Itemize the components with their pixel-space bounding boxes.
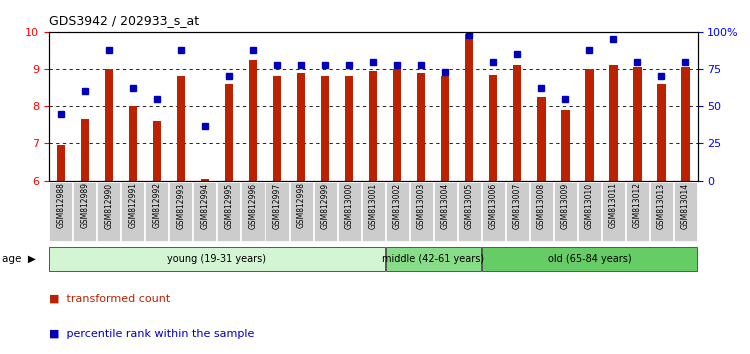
Bar [314, 182, 337, 241]
Text: GSM813005: GSM813005 [465, 182, 474, 229]
Bar [98, 182, 120, 241]
Bar [153, 121, 161, 181]
Text: GSM812989: GSM812989 [80, 182, 89, 228]
Text: GSM813011: GSM813011 [609, 182, 618, 228]
Text: young (19-31 years): young (19-31 years) [167, 254, 266, 264]
Text: middle (42-61 years): middle (42-61 years) [382, 254, 484, 264]
Bar [506, 182, 529, 241]
Bar [650, 182, 673, 241]
Bar [290, 182, 313, 241]
Bar [530, 182, 553, 241]
Bar [217, 182, 241, 241]
Bar [266, 182, 289, 241]
Bar [297, 73, 305, 181]
Text: age  ▶: age ▶ [2, 254, 36, 264]
Text: GSM813003: GSM813003 [417, 182, 426, 229]
Bar [489, 75, 497, 181]
Text: GSM812997: GSM812997 [272, 182, 281, 229]
Bar [249, 60, 257, 181]
Bar [362, 182, 385, 241]
Bar [386, 182, 409, 241]
Text: GSM812991: GSM812991 [128, 182, 137, 228]
Text: GSM812996: GSM812996 [248, 182, 257, 229]
Text: GSM812998: GSM812998 [296, 182, 305, 228]
Bar [410, 182, 433, 241]
Text: ■  percentile rank within the sample: ■ percentile rank within the sample [49, 329, 254, 339]
Text: GSM813002: GSM813002 [393, 182, 402, 229]
Text: ■  transformed count: ■ transformed count [49, 294, 170, 304]
Text: GSM813000: GSM813000 [344, 182, 353, 229]
Bar [609, 65, 617, 181]
Bar [386, 247, 481, 271]
Bar [338, 182, 361, 241]
Bar [177, 76, 185, 181]
Text: GSM813007: GSM813007 [513, 182, 522, 229]
Bar [441, 76, 449, 181]
Bar [56, 145, 65, 181]
Text: GSM813013: GSM813013 [657, 182, 666, 229]
Text: GSM813009: GSM813009 [561, 182, 570, 229]
Text: GSM813014: GSM813014 [681, 182, 690, 229]
Text: GSM813012: GSM813012 [633, 182, 642, 228]
Bar [458, 182, 481, 241]
Text: GSM813010: GSM813010 [585, 182, 594, 229]
Bar [585, 69, 593, 181]
Bar [482, 247, 697, 271]
Bar [146, 182, 169, 241]
Bar [321, 76, 329, 181]
Bar [201, 179, 209, 181]
Bar [273, 76, 281, 181]
Bar [170, 182, 193, 241]
Bar [626, 182, 649, 241]
Text: GSM812999: GSM812999 [320, 182, 329, 229]
Text: GSM812995: GSM812995 [224, 182, 233, 229]
Bar [554, 182, 577, 241]
Bar [345, 76, 353, 181]
Bar [578, 182, 601, 241]
Bar [482, 182, 505, 241]
Bar [122, 182, 145, 241]
Bar [50, 247, 385, 271]
Bar [602, 182, 625, 241]
Text: GSM813001: GSM813001 [369, 182, 377, 229]
Bar [417, 73, 425, 181]
Bar [433, 182, 457, 241]
Text: GSM812988: GSM812988 [56, 182, 65, 228]
Bar [633, 67, 642, 181]
Text: GDS3942 / 202933_s_at: GDS3942 / 202933_s_at [49, 14, 199, 27]
Bar [393, 69, 401, 181]
Bar [513, 65, 521, 181]
Bar [50, 182, 72, 241]
Bar [465, 34, 473, 181]
Text: GSM813008: GSM813008 [537, 182, 546, 229]
Text: GSM812990: GSM812990 [104, 182, 113, 229]
Bar [194, 182, 217, 241]
Bar [674, 182, 697, 241]
Text: GSM812992: GSM812992 [152, 182, 161, 228]
Bar [225, 84, 233, 181]
Bar [657, 84, 666, 181]
Text: GSM813004: GSM813004 [441, 182, 450, 229]
Bar [681, 67, 690, 181]
Bar [561, 110, 569, 181]
Bar [80, 119, 89, 181]
Text: old (65-84 years): old (65-84 years) [548, 254, 632, 264]
Bar [369, 71, 377, 181]
Text: GSM812993: GSM812993 [176, 182, 185, 229]
Bar [74, 182, 96, 241]
Text: GSM812994: GSM812994 [200, 182, 209, 229]
Text: GSM813006: GSM813006 [489, 182, 498, 229]
Bar [104, 69, 113, 181]
Bar [129, 106, 137, 181]
Bar [537, 97, 545, 181]
Bar [242, 182, 265, 241]
